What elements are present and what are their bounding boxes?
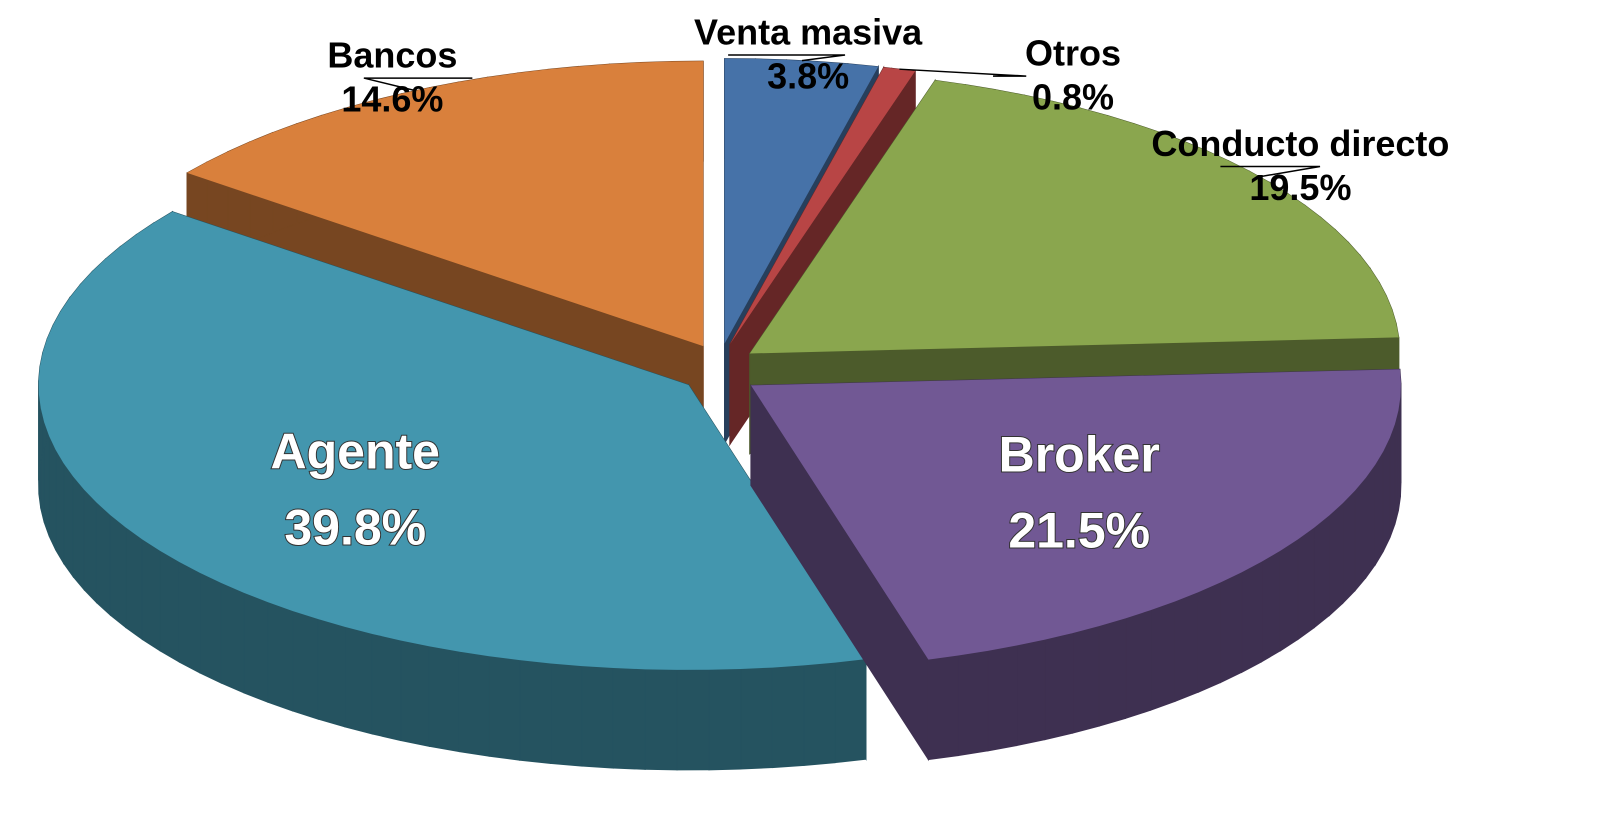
slice-side bbox=[1016, 638, 1046, 747]
slice-side bbox=[125, 526, 143, 641]
slice-value-label: 39.8% bbox=[284, 499, 426, 555]
slice-side bbox=[644, 668, 678, 771]
slice-side bbox=[1072, 625, 1100, 734]
slice-side bbox=[371, 633, 402, 742]
slice-label: Bancos bbox=[327, 35, 457, 76]
slice-side bbox=[1279, 538, 1299, 652]
slice-side bbox=[612, 667, 646, 770]
slice-side bbox=[1219, 571, 1243, 684]
slice-side bbox=[927, 654, 959, 761]
slice-side bbox=[199, 571, 222, 684]
slice-value-label: 19.5% bbox=[1249, 167, 1351, 208]
slice-side bbox=[676, 669, 710, 771]
slice-side bbox=[834, 658, 867, 764]
slice-side bbox=[488, 655, 521, 761]
slice-side bbox=[292, 610, 319, 720]
slice-side bbox=[1241, 560, 1263, 674]
slice-top bbox=[38, 211, 866, 670]
slice-side bbox=[987, 644, 1018, 752]
slice-side bbox=[1098, 617, 1127, 727]
slice-top bbox=[749, 80, 1399, 354]
slice-side bbox=[1313, 514, 1330, 629]
slice-side bbox=[1125, 609, 1152, 720]
slice-side bbox=[141, 538, 161, 652]
slice-side bbox=[1374, 449, 1384, 567]
slice-side bbox=[63, 461, 74, 579]
slice-label: Otros bbox=[1025, 33, 1121, 74]
slice-side bbox=[83, 488, 97, 604]
slice-label: Conducto directo bbox=[1151, 123, 1449, 164]
slice-top bbox=[729, 67, 916, 345]
slice-side bbox=[95, 501, 111, 617]
slice-value-label: 21.5% bbox=[1008, 503, 1150, 559]
slice-side bbox=[178, 561, 201, 674]
slice-side bbox=[1342, 489, 1356, 605]
slice-side bbox=[1382, 437, 1391, 552]
slice-side bbox=[109, 514, 127, 629]
slice-value-label: 0.8% bbox=[1032, 77, 1114, 118]
slice-side bbox=[957, 650, 989, 757]
slice-side bbox=[771, 664, 805, 769]
slice-side bbox=[1197, 581, 1221, 693]
slice-side bbox=[1174, 591, 1199, 703]
slice-top bbox=[724, 58, 879, 344]
slice-side bbox=[220, 582, 245, 694]
slice-side bbox=[55, 447, 65, 566]
leader-line bbox=[363, 77, 473, 92]
slice-side bbox=[428, 645, 460, 753]
slice-side bbox=[803, 662, 836, 766]
slice-side bbox=[243, 592, 269, 703]
slice-side bbox=[159, 550, 180, 663]
slice-value-label: 3.8% bbox=[767, 56, 849, 97]
slice-top bbox=[750, 369, 1401, 660]
slice-label: Venta masiva bbox=[694, 12, 923, 53]
slice-value-label: 14.6% bbox=[341, 79, 443, 120]
slice-side bbox=[267, 601, 294, 712]
slice-side bbox=[48, 435, 57, 550]
slice-side bbox=[1261, 549, 1281, 663]
slice-label: Broker bbox=[999, 427, 1160, 483]
slice-side bbox=[1389, 424, 1396, 538]
slice-side bbox=[1297, 526, 1315, 641]
slice-side bbox=[581, 665, 614, 769]
slice-side bbox=[1365, 462, 1376, 580]
slice-top bbox=[187, 61, 704, 347]
slice-side bbox=[1044, 632, 1074, 741]
slice-side bbox=[519, 659, 552, 765]
slice-side bbox=[1354, 476, 1367, 592]
slice-side bbox=[458, 651, 490, 757]
leader-line bbox=[1220, 165, 1321, 178]
slice-side bbox=[1394, 410, 1399, 525]
slice-side bbox=[1150, 600, 1176, 711]
leader-line bbox=[899, 68, 1027, 77]
slice-side bbox=[550, 662, 583, 767]
slice-side bbox=[317, 618, 346, 728]
slice-side bbox=[400, 639, 430, 747]
slice-side bbox=[740, 667, 773, 770]
slice-side bbox=[72, 475, 85, 592]
slice-side bbox=[344, 626, 373, 735]
slice-side bbox=[708, 668, 742, 771]
leader-line bbox=[728, 54, 846, 62]
slice-side bbox=[1328, 502, 1344, 617]
slice-label: Agente bbox=[271, 423, 440, 479]
